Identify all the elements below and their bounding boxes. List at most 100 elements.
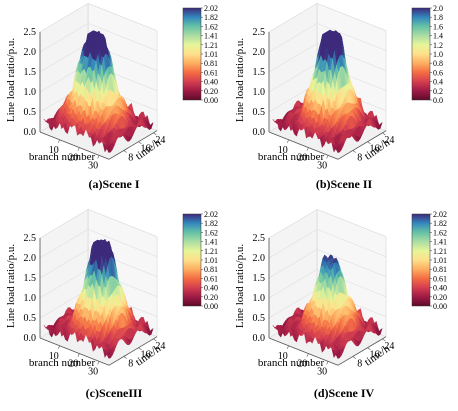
x-tick	[326, 361, 329, 365]
z-gridline	[268, 269, 387, 299]
surface-mesh	[272, 29, 383, 153]
z-tick-label: 1.5	[24, 273, 37, 284]
colorbar-tick-label: 1.21	[204, 41, 218, 50]
x-tick	[286, 345, 289, 349]
x-tick-label: 10	[278, 145, 288, 156]
y-tick	[367, 141, 371, 144]
y-tick	[123, 150, 127, 153]
z-tick-label: 1.5	[253, 273, 266, 284]
colorbar-tick-label: 1.62	[433, 228, 447, 237]
x-tick	[326, 155, 329, 159]
y-tick	[352, 356, 356, 359]
colorbar-tick-label: 0.40	[204, 284, 218, 293]
colorbar-tick-label: 0.81	[433, 265, 447, 274]
colorbar-tick-label: 1.82	[433, 219, 447, 228]
colorbar	[182, 7, 202, 101]
colorbar-tick-label: 2.02	[204, 210, 218, 219]
x-tick-label: 30	[88, 160, 98, 171]
z-gridline	[39, 3, 158, 33]
colorbar-tick-label: 0.20	[204, 293, 218, 302]
z-gridline	[39, 209, 158, 239]
colorbar-tick-label: 0.40	[204, 78, 218, 87]
z-tick-label: 2.5	[24, 233, 37, 244]
y-tick	[382, 338, 386, 342]
colorbar-tick-label: 1.01	[433, 256, 447, 265]
y-axis-line	[337, 130, 387, 160]
x-axis-label: branch number	[29, 357, 96, 369]
x-tick	[306, 147, 309, 151]
z-axis-label: Line load ratio/p.u.	[5, 244, 17, 329]
z-tick-label: 1.0	[253, 293, 266, 304]
z-tick-label: 0.0	[24, 127, 37, 138]
colorbar-tick-label: 1.2	[433, 41, 443, 50]
colorbar-tick-label: 0.81	[204, 265, 218, 274]
y-tick-label: 8	[357, 153, 362, 164]
x-tick	[286, 139, 289, 143]
surface-panel-4: 0.0 0.5 1.0 1.5 2.0 2.5 10 20 30 8 16 24 branch numb…	[234, 208, 447, 377]
x-tick	[57, 345, 60, 349]
z-tick-label: 2.0	[253, 47, 266, 58]
y-tick	[367, 347, 371, 350]
x-axis-label: branch number	[29, 151, 96, 163]
z-axis-label: Line load ratio/p.u.	[234, 38, 246, 123]
colorbar-tick-label: 1.01	[204, 50, 218, 59]
colorbar-tick-label: 1.4	[433, 32, 443, 41]
surface-mesh	[272, 254, 383, 359]
y-tick-label: 8	[357, 359, 362, 370]
z-tick-label: 2.0	[24, 47, 37, 58]
x-tick	[97, 155, 100, 159]
z-axis-label: Line load ratio/p.u.	[234, 244, 246, 329]
panel-caption: (a)Scene I	[89, 177, 140, 191]
y-axis-line	[108, 336, 158, 366]
panel-caption: (c)SceneIII	[86, 386, 143, 400]
y-tick-label: 24	[155, 341, 165, 352]
y-tick-label: 24	[384, 341, 394, 352]
x-tick	[57, 139, 60, 143]
y-tick-label: 16	[370, 144, 380, 155]
surface-mesh	[43, 30, 154, 153]
y-tick	[123, 356, 127, 359]
colorbar-tick-label: 1.41	[433, 238, 447, 247]
colorbar-tick-label: 2.02	[433, 210, 447, 219]
colorbar-tick-label: 0.61	[433, 274, 447, 283]
colorbar-tick-label: 2.0	[433, 4, 443, 13]
y-tick	[153, 132, 157, 136]
z-tick-label: 0.5	[24, 107, 37, 118]
colorbar-tick-label: 2.02	[204, 4, 218, 13]
z-tick-label: 0.5	[253, 313, 266, 324]
z-tick-label: 2.0	[253, 253, 266, 264]
z-tick-label: 0.0	[253, 333, 266, 344]
y-axis-line	[337, 336, 387, 366]
colorbar-tick-label: 1.41	[204, 32, 218, 41]
surface-cell	[106, 145, 111, 153]
y-tick-label: 16	[141, 144, 151, 155]
y-tick	[352, 150, 356, 153]
surface-panel-1: 0.0 0.5 1.0 1.5 2.0 2.5 10 20 30 8 16 24 branch numb…	[5, 2, 218, 171]
colorbar-tick-label: 1.62	[204, 22, 218, 31]
z-gridline	[39, 23, 158, 53]
z-tick-label: 1.5	[253, 67, 266, 78]
x-axis-line	[39, 131, 110, 160]
colorbar-tick-label: 0.00	[433, 302, 447, 311]
panel-caption: (d)Scene IV	[314, 386, 375, 400]
y-tick	[382, 132, 386, 136]
y-axis-line	[108, 130, 158, 160]
colorbar-tick-label: 1.41	[204, 238, 218, 247]
colorbar-tick-label: 1.6	[433, 22, 443, 31]
surface-cell	[335, 351, 340, 359]
x-axis-label: branch number	[258, 357, 325, 369]
colorbar-tick-label: 0.8	[433, 59, 443, 68]
surface-panel-2: 0.0 0.5 1.0 1.5 2.0 2.5 10 20 30 8 16 24 branch numb…	[234, 2, 443, 171]
y-tick	[153, 338, 157, 342]
colorbar	[182, 213, 202, 307]
colorbar-tick-label: 1.21	[204, 247, 218, 256]
x-tick-label: 10	[49, 145, 59, 156]
z-gridline	[39, 229, 158, 259]
surface-mesh	[43, 238, 154, 359]
colorbar-tick-label: 0.0	[433, 96, 443, 105]
colorbar-tick-label: 1.82	[204, 13, 218, 22]
z-tick-label: 1.5	[24, 67, 37, 78]
y-tick-label: 24	[384, 135, 394, 146]
x-tick-label: 30	[317, 160, 327, 171]
colorbar-tick-label: 0.20	[204, 87, 218, 96]
